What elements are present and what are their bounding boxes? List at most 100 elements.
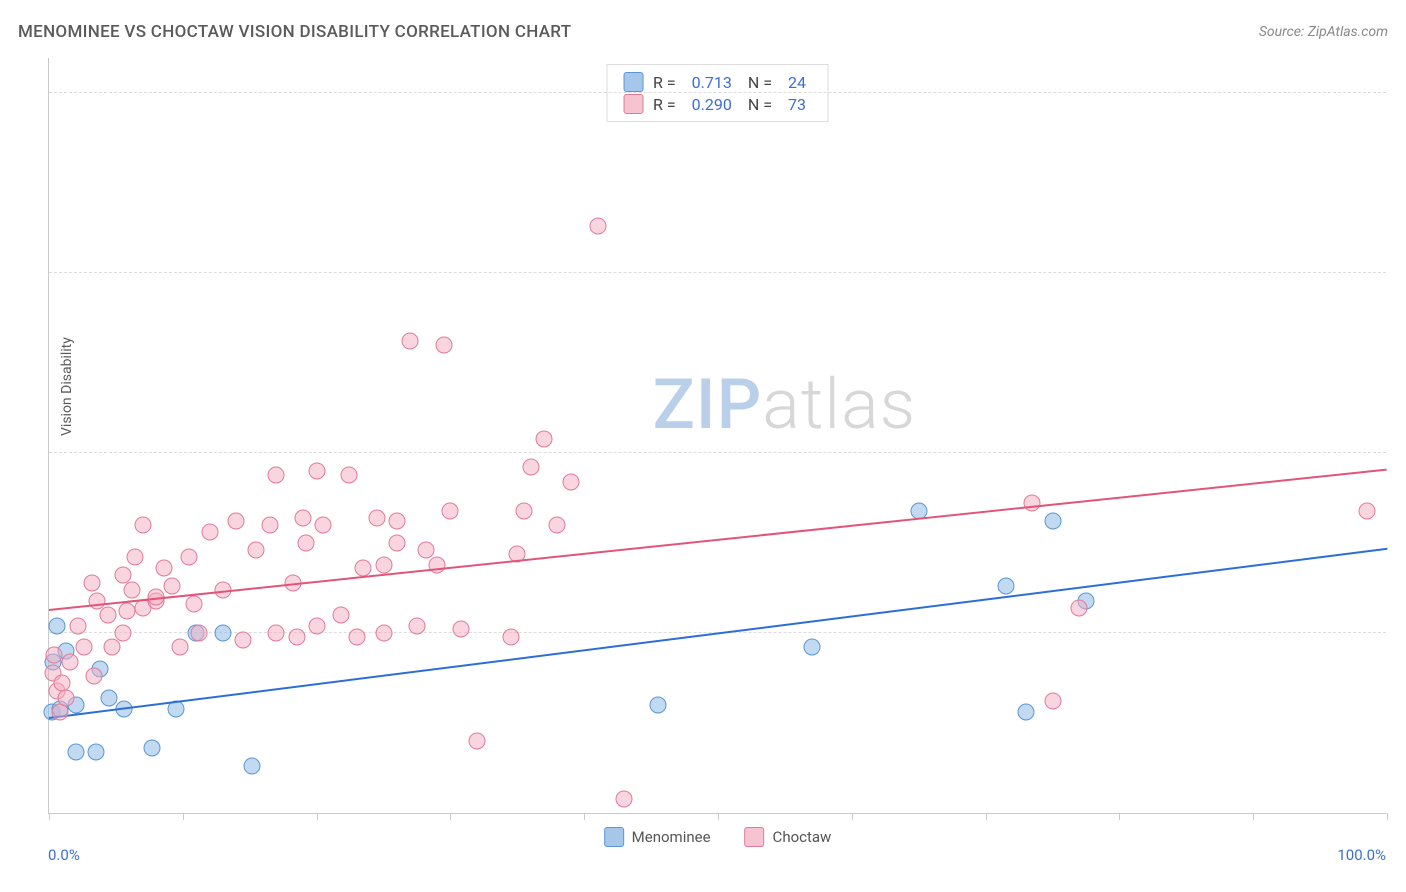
swatch-blue-icon [604,827,624,847]
data-point-choctaw [58,689,75,706]
x-tick [1387,813,1388,820]
data-point-choctaw [388,513,405,530]
legend-item-menominee: Menominee [604,827,711,847]
data-point-choctaw [123,581,140,598]
data-point-choctaw [190,625,207,642]
data-point-choctaw [375,625,392,642]
x-tick [183,813,184,820]
y-tick-label: 20.0% [1390,84,1406,102]
data-point-choctaw [103,639,120,656]
data-point-choctaw [75,639,92,656]
trend-line-choctaw [49,469,1387,612]
data-point-choctaw [522,459,539,476]
data-point-choctaw [295,509,312,526]
correlation-legend: R = 0.713 N = 24 R = 0.290 N = 73 [606,64,829,122]
data-point-choctaw [268,625,285,642]
legend-row-menominee: R = 0.713 N = 24 [623,71,812,93]
x-tick [450,813,451,820]
data-point-choctaw [368,509,385,526]
data-point-choctaw [70,617,87,634]
data-point-choctaw [83,574,100,591]
data-point-choctaw [228,513,245,530]
data-point-menominee [244,758,261,775]
data-point-choctaw [248,542,265,559]
data-point-choctaw [408,617,425,634]
y-tick-label: 5.0% [1390,624,1406,642]
gridline [49,272,1386,273]
data-point-choctaw [181,549,198,566]
data-point-choctaw [348,628,365,645]
data-point-choctaw [549,517,566,534]
gridline [49,452,1386,453]
data-point-choctaw [332,607,349,624]
data-point-menominee [1017,704,1034,721]
data-point-choctaw [62,653,79,670]
data-point-menominee [144,740,161,757]
data-point-choctaw [185,596,202,613]
data-point-choctaw [589,218,606,235]
x-tick [1119,813,1120,820]
data-point-choctaw [235,632,252,649]
legend-label: Menominee [632,828,711,846]
data-point-choctaw [315,517,332,534]
data-point-menominee [87,743,104,760]
x-tick [584,813,585,820]
data-point-choctaw [172,639,189,656]
data-point-choctaw [201,524,218,541]
x-tick [317,813,318,820]
data-point-choctaw [340,466,357,483]
scatter-plot-area: Vision Disability ZIPatlas R = 0.713 N =… [48,58,1386,814]
data-point-choctaw [515,502,532,519]
data-point-choctaw [1071,599,1088,616]
r-label: R = [653,73,676,92]
y-tick-label: 10.0% [1390,444,1406,462]
x-tick [986,813,987,820]
n-label: N = [748,73,772,92]
data-point-menominee [101,689,118,706]
data-point-choctaw [616,790,633,807]
data-point-choctaw [164,578,181,595]
y-tick-label: 15.0% [1390,264,1406,282]
data-point-choctaw [1044,693,1061,710]
data-point-choctaw [46,646,63,663]
data-point-choctaw [469,733,486,750]
x-axis-end-label: 100.0% [1337,846,1386,864]
x-tick [1253,813,1254,820]
x-tick [718,813,719,820]
legend-row-choctaw: R = 0.290 N = 73 [623,93,812,115]
data-point-choctaw [126,549,143,566]
data-point-choctaw [268,466,285,483]
data-point-choctaw [355,560,372,577]
data-point-choctaw [134,517,151,534]
data-point-choctaw [308,463,325,480]
data-point-choctaw [402,333,419,350]
data-point-choctaw [502,628,519,645]
data-point-choctaw [308,617,325,634]
data-point-menominee [649,697,666,714]
data-point-menominee [803,639,820,656]
data-point-choctaw [261,517,278,534]
data-point-menominee [1044,513,1061,530]
data-point-choctaw [288,628,305,645]
data-point-choctaw [99,607,116,624]
x-tick [852,813,853,820]
n-value-menominee: 24 [782,73,812,92]
data-point-choctaw [453,621,470,638]
data-point-choctaw [118,603,135,620]
data-point-choctaw [442,502,459,519]
chart-title: MENOMINEE VS CHOCTAW VISION DISABILITY C… [18,22,571,42]
data-point-menominee [214,625,231,642]
data-point-choctaw [435,337,452,354]
n-value-choctaw: 73 [782,95,812,114]
data-point-choctaw [86,668,103,685]
data-point-menominee [997,578,1014,595]
data-point-menominee [67,743,84,760]
data-point-choctaw [1358,502,1375,519]
swatch-pink-icon [623,94,643,114]
n-label: N = [748,95,772,114]
data-point-choctaw [297,535,314,552]
watermark: ZIPatlas [653,364,917,446]
r-value-menominee: 0.713 [686,73,738,92]
data-point-choctaw [388,535,405,552]
swatch-pink-icon [745,827,765,847]
